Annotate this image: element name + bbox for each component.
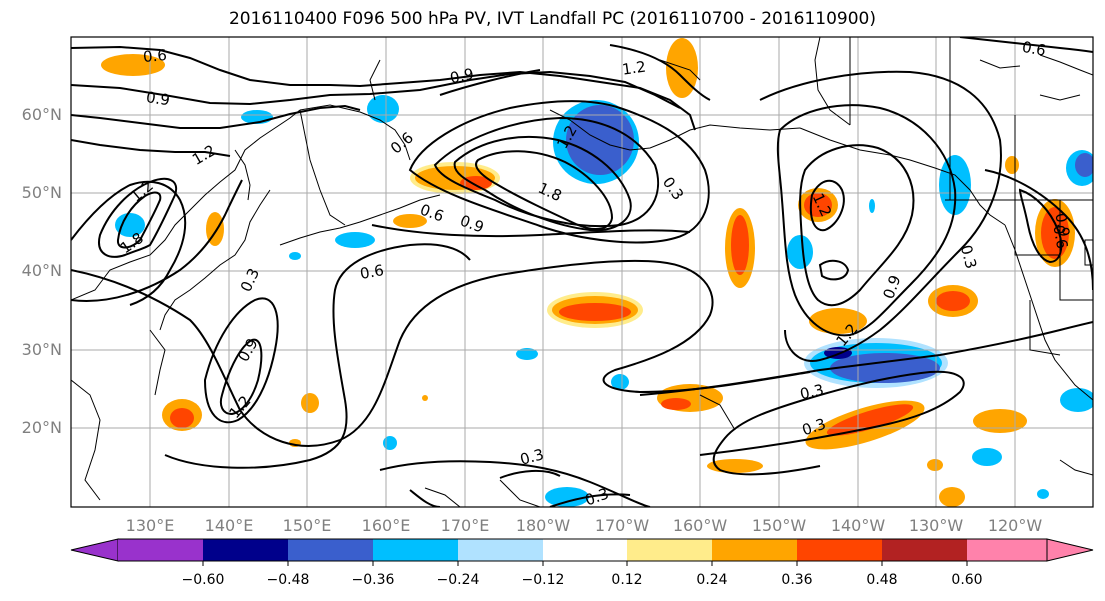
lon-label: 130°W	[908, 516, 964, 535]
contour-label: 0.3	[583, 484, 612, 509]
contour-label: 0.9	[448, 65, 475, 88]
lon-label: 180°W	[515, 516, 571, 535]
map-title: 2016110400 F096 500 hPa PV, IVT Landfall…	[228, 9, 876, 29]
colorbar-bin	[882, 539, 967, 561]
colorbar-bin	[712, 539, 797, 561]
contour-label: 0.6	[142, 46, 167, 66]
contour-label: 1.2	[621, 58, 647, 79]
colorbar-tick-label: 0.12	[611, 572, 643, 588]
pv-contours	[71, 37, 1093, 507]
colorbar-bin	[797, 539, 882, 561]
contour-label: 0.3	[237, 265, 263, 294]
colorbar-tick-label: −0.36	[351, 572, 395, 588]
colorbar-bin	[203, 539, 288, 561]
colorbar-extend-low	[70, 538, 119, 562]
colorbar-tick-label: −0.12	[521, 572, 565, 588]
lat-label: 60°N	[21, 105, 62, 124]
contour-label: 1.2	[189, 141, 219, 169]
gridlines	[71, 37, 1093, 507]
colorbar-tick-label: 0.60	[951, 572, 983, 588]
lon-label: 170°W	[594, 516, 650, 535]
lon-label: 170°E	[440, 516, 490, 535]
lat-label: 20°N	[21, 418, 62, 437]
lat-label: 30°N	[21, 340, 62, 359]
contour-label: 0.9	[879, 273, 904, 302]
contour-label: 0.3	[659, 174, 687, 204]
colorbar-tick-label: −0.48	[266, 572, 310, 588]
lat-label: 50°N	[21, 183, 62, 202]
colorbar-bin	[458, 539, 543, 561]
contour-label: 0.3	[518, 445, 546, 469]
political-boundaries	[849, 37, 1093, 356]
contour-label: 0.6	[1049, 224, 1071, 251]
colorbar-bin	[288, 539, 373, 561]
lon-label: 120°W	[987, 516, 1043, 535]
contour-label: 0.3	[957, 243, 981, 271]
contour-label: 0.9	[145, 88, 171, 109]
colorbar	[70, 538, 1094, 566]
colorbar-bin	[967, 539, 1047, 561]
lon-label: 160°W	[672, 516, 728, 535]
colorbar-tick-label: 0.48	[866, 572, 898, 588]
lon-label: 140°W	[830, 516, 886, 535]
contour-label: 0.3	[798, 381, 825, 404]
lat-label: 40°N	[21, 261, 62, 280]
colorbar-bin	[373, 539, 458, 561]
contour-label: 0.6	[359, 261, 386, 283]
map-frame	[70, 36, 1094, 508]
colorbar-tick-label: 0.36	[781, 572, 813, 588]
lon-label: 130°E	[125, 516, 175, 535]
lon-label: 150°E	[282, 516, 332, 535]
contour-label: 0.6	[387, 128, 417, 157]
colorbar-bin	[627, 539, 712, 561]
lon-label: 140°E	[204, 516, 254, 535]
contour-label: 0.9	[458, 211, 487, 236]
contour-label: 1.8	[535, 179, 564, 205]
contour-label: 0.9	[234, 335, 262, 365]
coastlines	[71, 37, 1093, 507]
colorbar-tick-label: 0.24	[696, 572, 728, 588]
lon-label: 160°E	[361, 516, 411, 535]
contour-label: 0.9	[1051, 212, 1073, 239]
lon-label: 150°W	[751, 516, 807, 535]
contour-label: 0.6	[1021, 38, 1048, 60]
colorbar-tick-label: −0.24	[436, 572, 480, 588]
colorbar-bin	[543, 539, 627, 561]
colorbar-bin	[118, 539, 203, 561]
colorbar-extend-high	[1046, 538, 1094, 562]
colorbar-tick-label: −0.60	[181, 572, 225, 588]
